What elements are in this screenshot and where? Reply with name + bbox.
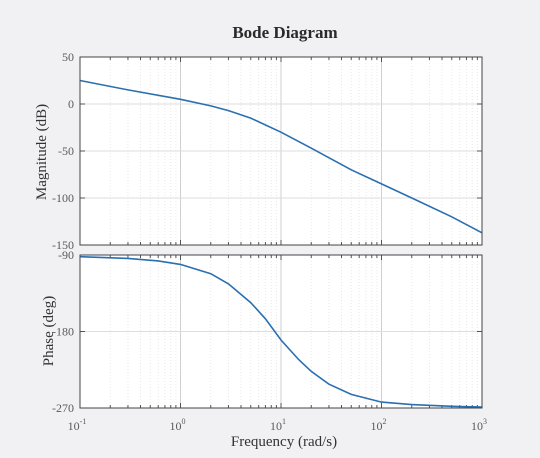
magnitude-y-tick-label: 0 (68, 97, 74, 111)
magnitude-y-tick-label: -50 (58, 144, 74, 158)
x-tick-labels: 10-1 100 101 102 103 (68, 417, 487, 433)
phase-series-line (79, 255, 483, 408)
magnitude-y-tick-label: -150 (52, 238, 74, 252)
x-tick-label: 100 (170, 417, 186, 433)
magnitude-y-label: Magnitude (dB) (34, 104, 50, 200)
x-tick-label: 102 (371, 417, 387, 433)
phase-y-tick-label: -270 (52, 401, 74, 415)
chart-title: Bode Diagram (232, 23, 337, 42)
x-tick-label: 10-1 (68, 417, 87, 433)
magnitude-axes-box (79, 56, 483, 246)
magnitude-y-tick-label: 50 (62, 50, 74, 64)
x-tick-label: 103 (471, 417, 487, 433)
magnitude-series-line (79, 79, 483, 234)
phase-y-tick-label: -180 (52, 325, 74, 339)
phase-y-tick-label: -90 (58, 248, 74, 262)
magnitude-panel: 50 0 -50 -100 -150 (52, 50, 483, 252)
x-axis-label: Frequency (rad/s) (231, 434, 337, 450)
x-tick-label: 101 (270, 417, 286, 433)
phase-y-label: Phase (deg) (41, 296, 57, 366)
phase-axes-box (79, 254, 483, 409)
magnitude-y-tick-label: -100 (52, 191, 74, 205)
phase-panel: -90 -180 -270 (52, 248, 483, 415)
